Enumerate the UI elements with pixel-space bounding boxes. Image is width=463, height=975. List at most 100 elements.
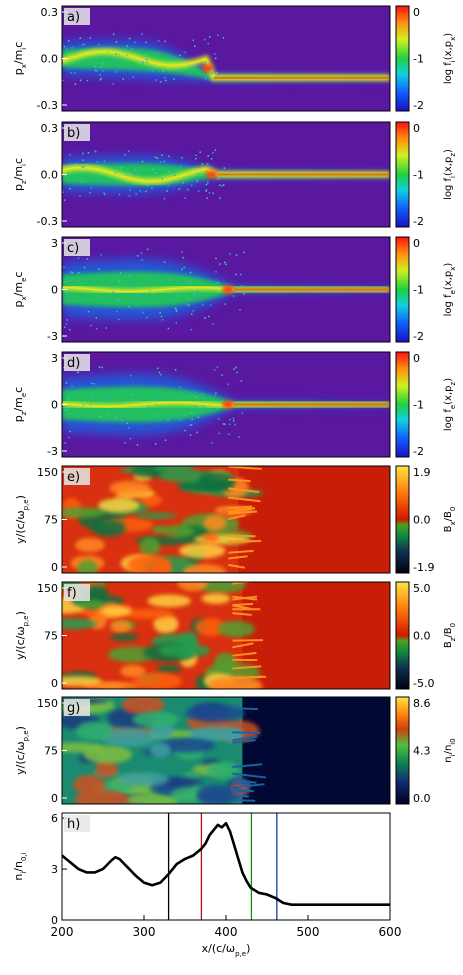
colorbar-tick-label: 0.0 (413, 792, 431, 805)
speckle (241, 412, 244, 414)
field-structure (189, 726, 245, 741)
field-structure (177, 582, 209, 592)
speckle (163, 197, 166, 200)
y-tick-label: 0.3 (41, 122, 59, 135)
label-part: B (443, 525, 454, 532)
panel-letter-box (64, 468, 90, 485)
speckle (163, 261, 166, 264)
speckle (128, 195, 131, 197)
speckle (203, 38, 206, 41)
speckle (212, 323, 214, 325)
speckle (168, 170, 171, 173)
colorbar-tick-label: 4.3 (413, 745, 431, 758)
speckle (229, 253, 231, 255)
speckle (218, 418, 220, 420)
field-structure (198, 471, 236, 491)
speckle (105, 327, 108, 329)
speckle (215, 271, 217, 273)
y-axis-label: y/(c/ωp,e) (14, 611, 30, 660)
colorbar-label: Bx/B0 (443, 507, 457, 533)
speckle (154, 443, 157, 445)
field-structure (152, 525, 169, 534)
label-part: B (443, 641, 454, 648)
speckle (82, 152, 84, 155)
speckle (224, 263, 227, 265)
y-tick-label: -0.3 (37, 99, 58, 112)
speckle (162, 70, 164, 72)
speckle (128, 172, 131, 174)
speckle (127, 150, 130, 152)
label-part: y/(c/ω (14, 510, 27, 543)
speckle (159, 80, 162, 83)
upstream-region (242, 697, 390, 804)
speckle (70, 72, 72, 74)
label-part: x (20, 64, 28, 68)
shock-filament (232, 602, 254, 607)
speckle (86, 258, 89, 260)
field-structure (132, 672, 182, 689)
speckle (179, 419, 181, 421)
field-structure (101, 727, 158, 747)
speckle (89, 191, 91, 194)
speckle (81, 43, 84, 46)
colorbar-scale (395, 465, 410, 574)
field-structure (183, 564, 226, 573)
speckle (118, 318, 120, 321)
speckle (229, 423, 231, 426)
speckle (195, 290, 198, 293)
speckle (184, 413, 187, 416)
speckle (207, 42, 210, 45)
field-structure (79, 599, 105, 610)
speckle (114, 172, 117, 174)
speckle (102, 62, 105, 65)
speckle (112, 291, 114, 293)
speckle (205, 183, 208, 186)
speckle (112, 33, 115, 36)
speckle (103, 192, 105, 195)
speckle (220, 176, 222, 179)
label-part: ) (14, 495, 27, 499)
speckle (238, 436, 240, 438)
speckle (219, 184, 221, 187)
label-part: p,e (22, 730, 30, 741)
speckle (236, 371, 238, 374)
field-structure (150, 742, 171, 759)
colorbar-tick-label: -2 (413, 445, 424, 458)
shock-filament (228, 487, 260, 494)
panel-5-content (62, 582, 390, 689)
label-part: /B (443, 511, 454, 521)
panel-1-content (62, 122, 390, 227)
speckle (145, 190, 147, 193)
label-part: ) (443, 263, 454, 267)
speckle (160, 373, 162, 376)
speckle (208, 315, 210, 318)
panel-letter-text: b) (67, 126, 80, 141)
y-tick-label: -3 (47, 445, 58, 458)
label-part: (x,p (443, 271, 454, 290)
speckle (87, 310, 90, 313)
colorbar-tick-label: 0.0 (413, 630, 431, 643)
speckle (172, 181, 174, 183)
speckle (71, 385, 73, 388)
shock-filament (228, 534, 256, 538)
speckle (62, 191, 64, 193)
speckle (101, 56, 103, 58)
field-structure (195, 617, 226, 637)
speckle (164, 79, 167, 82)
label-part: x (20, 296, 28, 300)
label-part: n (443, 756, 454, 762)
speckle (206, 197, 208, 200)
colorbar: 5.0 0.0 -5.0 Bz/B0 (395, 581, 457, 690)
speckle (228, 433, 230, 436)
label-part: ) (14, 726, 27, 730)
label-part: (x,p (443, 385, 454, 404)
speckle (212, 151, 214, 154)
speckle (146, 184, 149, 187)
panel-letter-text: g) (67, 701, 80, 716)
speckle (144, 54, 146, 57)
speckle (185, 294, 188, 297)
panel-6-content (62, 697, 390, 804)
speckle (151, 187, 153, 189)
panel-letter: b) (64, 124, 90, 141)
field-structure (207, 761, 240, 780)
